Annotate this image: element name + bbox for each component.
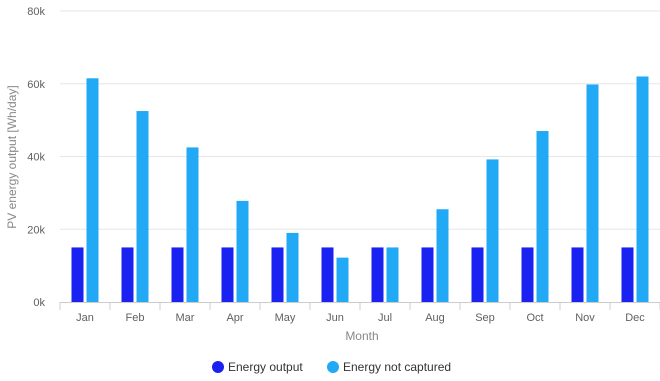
y-tick-label: 40k	[27, 152, 45, 164]
bar-energy-not-captured-mar	[186, 147, 199, 302]
bar-energy-output-may	[271, 247, 284, 302]
y-axis-title: PV energy output [Wh/day]	[5, 85, 19, 228]
x-tick-label: Dec	[625, 312, 645, 324]
x-tick-label: Sep	[475, 312, 495, 324]
bar-energy-output-jan	[71, 247, 84, 302]
legend-item-energy-not-captured[interactable]: Energy not captured	[327, 360, 451, 374]
bar-energy-not-captured-jun	[336, 257, 349, 302]
x-tick-label: Oct	[526, 312, 543, 324]
bar-energy-output-aug	[421, 247, 434, 302]
y-tick-label: 80k	[27, 6, 45, 18]
x-axis	[59, 302, 660, 310]
bar-energy-output-oct	[521, 247, 534, 302]
legend-label: Energy output	[228, 360, 303, 374]
bar-energy-output-nov	[571, 247, 584, 302]
x-tick-label: Feb	[126, 312, 145, 324]
y-axis-ticks: 0k 20k 40k 60k 80k	[27, 6, 45, 309]
grid-lines	[60, 10, 660, 230]
legend: Energy output Energy not captured	[212, 360, 451, 374]
bar-energy-not-captured-may	[286, 232, 299, 302]
legend-swatch	[212, 361, 224, 373]
bar-energy-output-sep	[471, 247, 484, 302]
bar-energy-not-captured-feb	[136, 111, 149, 302]
x-tick-label: May	[275, 312, 296, 324]
x-tick-label: Aug	[425, 312, 445, 324]
legend-item-energy-output[interactable]: Energy output	[212, 360, 303, 374]
x-tick-label: Jul	[378, 312, 392, 324]
x-tick-label: Jun	[326, 312, 344, 324]
y-tick-label: 0k	[33, 297, 45, 309]
bars	[71, 76, 649, 302]
x-tick-label: Mar	[176, 312, 195, 324]
bar-energy-not-captured-jan	[86, 78, 99, 302]
bar-energy-output-apr	[221, 247, 234, 302]
bar-energy-output-dec	[621, 247, 634, 302]
bar-energy-output-jul	[371, 247, 384, 302]
bar-energy-not-captured-sep	[486, 159, 499, 302]
x-tick-label: Apr	[226, 312, 243, 324]
bar-energy-not-captured-aug	[436, 209, 449, 302]
bar-energy-not-captured-apr	[236, 200, 249, 302]
bar-energy-not-captured-dec	[636, 76, 649, 302]
legend-swatch	[327, 361, 339, 373]
x-axis-title: Month	[345, 329, 378, 343]
bar-energy-not-captured-oct	[536, 131, 549, 302]
bar-energy-not-captured-nov	[586, 84, 599, 302]
y-tick-label: 20k	[27, 224, 45, 236]
x-axis-ticks: Jan Feb Mar Apr May Jun Jul Aug Sep Oct Nov Dec	[76, 312, 645, 324]
bar-energy-not-captured-jul	[386, 247, 399, 302]
x-tick-label: Nov	[575, 312, 595, 324]
y-tick-label: 60k	[27, 79, 45, 91]
x-tick-label: Jan	[76, 312, 94, 324]
bar-energy-output-feb	[121, 247, 134, 302]
legend-label: Energy not captured	[343, 360, 451, 374]
bar-energy-output-jun	[321, 247, 334, 302]
bar-energy-output-mar	[171, 247, 184, 302]
